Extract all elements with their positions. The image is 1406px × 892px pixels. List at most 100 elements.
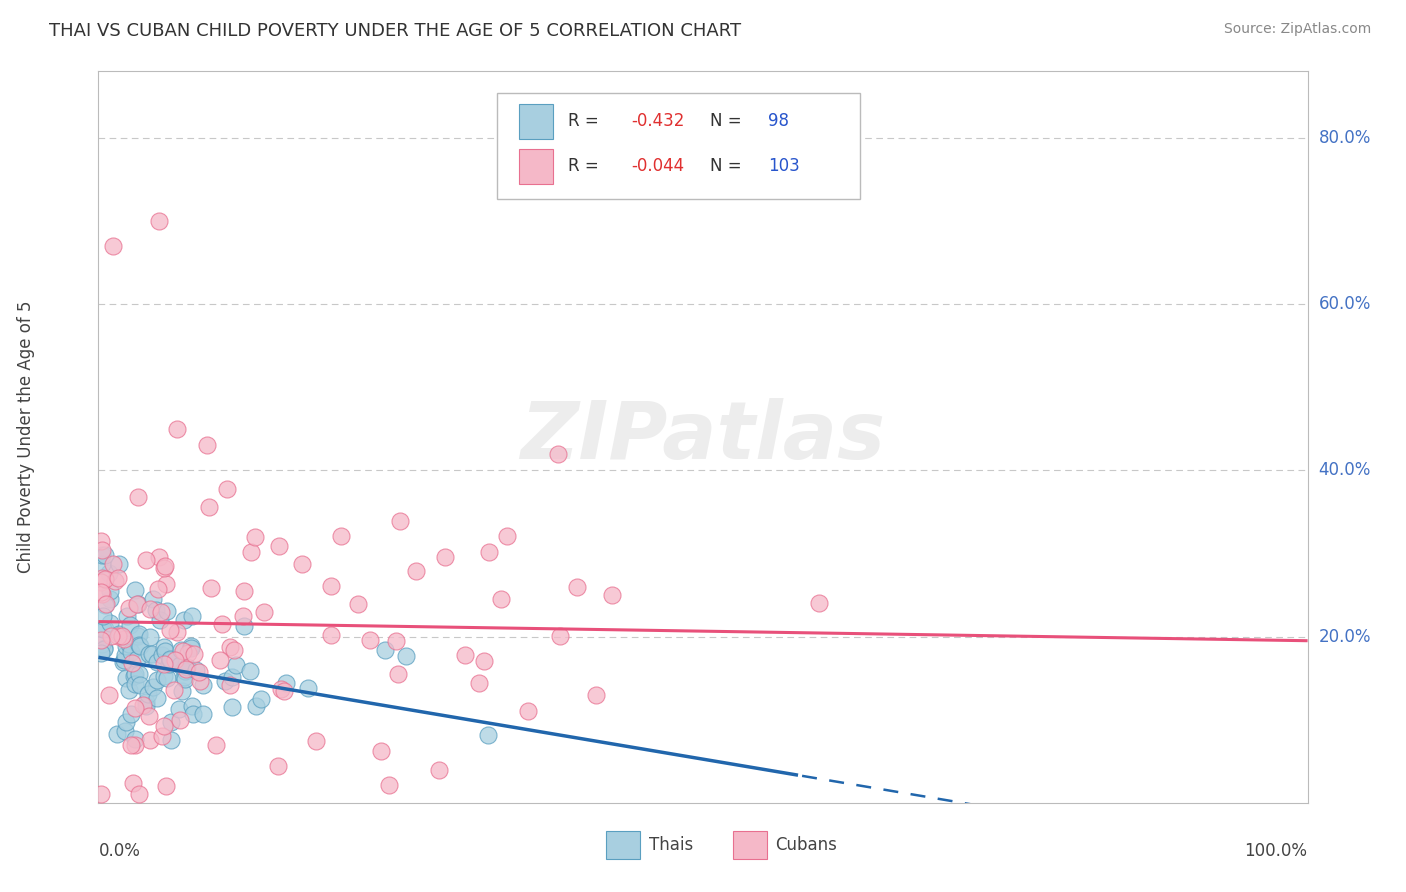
Point	[136, 687, 159, 701]
Point	[101, 239, 124, 253]
Point	[166, 422, 188, 436]
Point	[214, 674, 236, 689]
Point	[321, 627, 343, 641]
Point	[90, 585, 112, 599]
Point	[385, 634, 408, 648]
Point	[160, 732, 183, 747]
Point	[118, 682, 141, 697]
Point	[149, 613, 172, 627]
Point	[145, 673, 167, 688]
Point	[174, 672, 197, 686]
Point	[94, 622, 117, 636]
Point	[240, 545, 263, 559]
Point	[219, 677, 242, 691]
Point	[472, 654, 495, 668]
Text: ZIPatlas: ZIPatlas	[520, 398, 886, 476]
Point	[188, 674, 211, 689]
Point	[128, 626, 150, 640]
Point	[94, 572, 117, 586]
Point	[155, 558, 177, 573]
Point	[209, 653, 232, 667]
Text: Source: ZipAtlas.com: Source: ZipAtlas.com	[1223, 22, 1371, 37]
Point	[395, 648, 418, 663]
Text: 103: 103	[768, 158, 800, 176]
Point	[221, 700, 243, 714]
Point	[517, 704, 540, 718]
Point	[124, 582, 146, 597]
Point	[98, 583, 121, 598]
Point	[112, 653, 135, 667]
Point	[107, 571, 129, 585]
Point	[141, 647, 163, 661]
Point	[177, 646, 200, 660]
Point	[173, 670, 195, 684]
Point	[142, 591, 165, 606]
Point	[169, 657, 191, 672]
Point	[468, 676, 491, 690]
Point	[120, 706, 142, 721]
Point	[91, 542, 114, 557]
Point	[139, 733, 162, 747]
Point	[120, 738, 142, 752]
Point	[122, 776, 145, 790]
Point	[157, 657, 180, 671]
Point	[135, 696, 157, 710]
Point	[200, 581, 222, 595]
Point	[215, 482, 238, 496]
Point	[150, 648, 173, 663]
Point	[181, 706, 204, 721]
Point	[121, 656, 143, 670]
Point	[148, 214, 170, 228]
Point	[124, 666, 146, 681]
Point	[120, 617, 142, 632]
Text: Thais: Thais	[648, 836, 693, 855]
Point	[221, 670, 243, 684]
Point	[107, 627, 129, 641]
Point	[135, 553, 157, 567]
Point	[165, 653, 187, 667]
Point	[174, 662, 197, 676]
Text: N =: N =	[710, 112, 747, 130]
Point	[155, 780, 177, 794]
Point	[128, 639, 150, 653]
Point	[297, 681, 319, 696]
Point	[115, 608, 138, 623]
Text: 40.0%: 40.0%	[1319, 461, 1371, 479]
Point	[167, 702, 190, 716]
Point	[127, 652, 149, 666]
Point	[91, 549, 114, 563]
Point	[176, 660, 198, 674]
Point	[90, 637, 112, 651]
Point	[118, 601, 141, 615]
Point	[103, 557, 125, 571]
Point	[124, 677, 146, 691]
Point	[547, 447, 569, 461]
Point	[389, 514, 412, 528]
FancyBboxPatch shape	[734, 831, 768, 859]
Point	[427, 763, 450, 777]
Point	[124, 732, 146, 747]
Point	[100, 629, 122, 643]
Point	[170, 643, 193, 657]
Point	[156, 604, 179, 618]
Point	[149, 605, 172, 619]
Point	[115, 714, 138, 729]
Point	[347, 597, 370, 611]
Text: 80.0%: 80.0%	[1319, 128, 1371, 147]
Point	[159, 623, 181, 637]
Point	[602, 588, 624, 602]
Point	[94, 548, 117, 562]
Point	[96, 597, 118, 611]
Point	[163, 682, 186, 697]
Point	[120, 645, 142, 659]
Point	[127, 490, 149, 504]
Point	[387, 667, 409, 681]
Point	[124, 738, 146, 752]
Point	[114, 639, 136, 653]
Point	[184, 664, 207, 678]
Point	[115, 671, 138, 685]
Point	[405, 565, 427, 579]
Point	[91, 623, 114, 637]
Point	[238, 664, 260, 678]
Point	[291, 557, 314, 571]
